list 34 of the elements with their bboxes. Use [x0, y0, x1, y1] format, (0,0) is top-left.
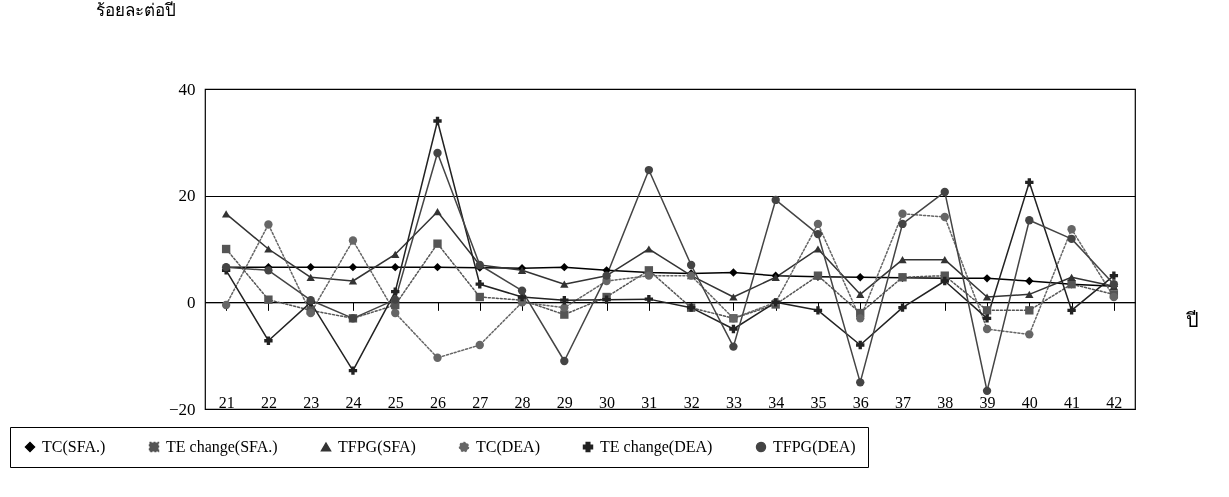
x-tick-label: 22: [260, 393, 277, 411]
x-tick-label: 42: [1106, 393, 1123, 411]
y-tick-label: 20: [178, 186, 196, 206]
legend-label: TE change(DEA): [600, 438, 713, 456]
x-tick-label: 36: [852, 393, 869, 411]
x-tick-label: 41: [1064, 393, 1081, 411]
x-tick-label: 30: [599, 393, 616, 411]
y-tick-label: −20: [168, 399, 196, 419]
y-tick-label: 40: [178, 79, 196, 99]
legend-label: TFPG(SFA): [338, 438, 416, 456]
x-tick-label: 31: [641, 393, 658, 411]
x-tick-label: 34: [768, 393, 785, 411]
legend-label: TFPG(DEA): [773, 438, 856, 456]
x-tick-label: 33: [725, 393, 742, 411]
x-tick-label: 21: [218, 393, 235, 411]
y-axis-title: ร้อยละต่อปี: [95, 0, 176, 20]
x-axis-title: ปี: [1185, 308, 1199, 331]
legend-label: TC(DEA): [476, 438, 540, 456]
legend-label: TE change(SFA.): [166, 438, 278, 456]
y-tick-label: 0: [187, 292, 196, 312]
x-tick-label: 24: [345, 393, 362, 411]
legend-label: TC(SFA.): [42, 438, 106, 456]
x-tick-label: 26: [430, 393, 446, 411]
x-tick-label: 38: [937, 393, 954, 411]
x-tick-label: 28: [514, 393, 531, 411]
x-tick-label: 35: [810, 393, 827, 411]
x-tick-label: 25: [387, 393, 404, 411]
x-tick-label: 29: [556, 393, 573, 411]
x-tick-label: 37: [895, 393, 911, 411]
x-tick-label: 27: [472, 393, 489, 411]
x-tick-label: 32: [683, 393, 700, 411]
x-tick-label: 23: [303, 393, 320, 411]
x-tick-label: 39: [979, 393, 996, 411]
x-tick-label: 40: [1021, 393, 1038, 411]
